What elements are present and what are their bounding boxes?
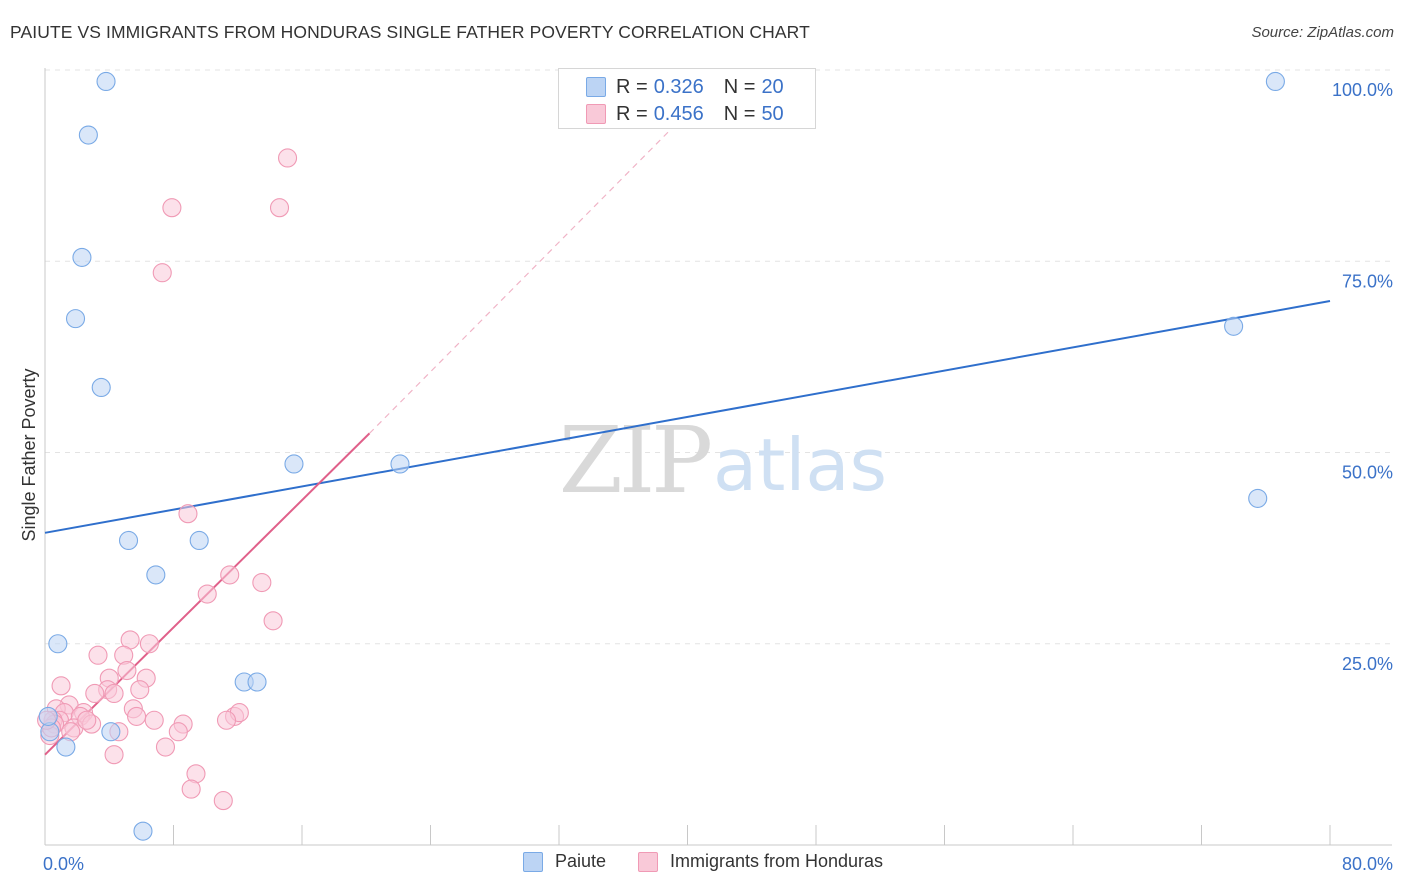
series-legend: Paiute Immigrants from Honduras (0, 851, 1406, 872)
point-honduras (88, 645, 108, 665)
point-paiute (78, 125, 98, 145)
x-tick-label: 0.0% (43, 854, 84, 874)
point-honduras (181, 779, 201, 799)
point-honduras (213, 791, 233, 811)
series-swatch-paiute (522, 851, 543, 872)
data-points (37, 71, 1285, 841)
point-paiute (56, 737, 76, 757)
point-honduras (252, 572, 272, 593)
point-honduras (220, 565, 240, 585)
point-honduras (130, 680, 150, 700)
legend-swatch-honduras (586, 104, 606, 124)
point-honduras (162, 198, 182, 218)
legend-r-value: 0.456 (653, 102, 704, 125)
point-honduras (127, 706, 147, 726)
point-paiute (118, 530, 139, 551)
legend-n-value: 50 (761, 102, 784, 125)
point-paiute (65, 309, 86, 329)
series-legend-honduras[interactable]: Immigrants from Honduras (637, 851, 884, 872)
watermark: ZIP atlas (559, 407, 887, 514)
point-paiute (390, 454, 410, 474)
y-tick-label: 75.0% (1342, 271, 1393, 291)
y-axis-label: Single Father Poverty (19, 368, 39, 541)
correlation-legend: R = 0.326 N = 20 R = 0.456 N = 50 (558, 68, 816, 129)
y-tick-labels: 25.0% 50.0% 75.0% 100.0% (1332, 80, 1393, 674)
point-honduras (117, 660, 137, 681)
point-honduras (263, 611, 283, 631)
point-paiute (96, 71, 116, 92)
point-honduras (269, 198, 290, 218)
chart-title: PAIUTE VS IMMIGRANTS FROM HONDURAS SINGL… (10, 22, 810, 42)
legend-row-honduras: R = 0.456 N = 50 (586, 101, 804, 127)
legend-n-value: 20 (761, 75, 784, 98)
point-paiute (1248, 488, 1268, 508)
point-paiute (72, 247, 92, 267)
point-honduras (197, 584, 217, 604)
point-paiute (133, 821, 153, 841)
watermark-zip: ZIP (559, 407, 710, 514)
point-honduras (277, 148, 298, 168)
gridlines (45, 69, 1392, 645)
point-honduras (77, 710, 97, 730)
point-paiute (101, 722, 121, 742)
point-honduras (51, 676, 71, 696)
legend-n-label: N = (723, 102, 756, 125)
trend-line-honduras-extension (369, 104, 696, 434)
y-tick-label: 50.0% (1342, 463, 1393, 483)
series-label-honduras: Immigrants from Honduras (669, 851, 884, 871)
source-label: Source: ZipAtlas.com (1251, 24, 1394, 41)
x-tick-label: 80.0% (1342, 854, 1393, 874)
point-honduras (104, 683, 124, 704)
point-paiute (1265, 71, 1285, 92)
point-honduras (168, 722, 188, 742)
point-paiute (91, 377, 111, 398)
point-honduras (85, 683, 105, 704)
point-honduras (155, 737, 176, 757)
point-paiute (146, 565, 166, 585)
x-tick-labels: 0.0% 80.0% (43, 854, 1393, 874)
point-honduras (144, 710, 164, 730)
y-tick-label: 100.0% (1332, 80, 1393, 100)
legend-r-value: 0.326 (653, 75, 704, 98)
point-honduras (104, 745, 124, 765)
trend-line-paiute (44, 300, 1331, 534)
point-honduras (152, 263, 172, 283)
legend-r-label: R = (616, 75, 648, 98)
point-paiute (189, 530, 209, 551)
series-label-paiute: Paiute (554, 851, 606, 871)
point-paiute (38, 706, 58, 726)
point-paiute (48, 634, 68, 654)
legend-n-label: N = (723, 75, 756, 98)
point-honduras (178, 504, 198, 524)
point-paiute (1224, 316, 1244, 336)
point-honduras (216, 710, 237, 730)
point-paiute (247, 672, 267, 692)
legend-swatch-paiute (586, 77, 606, 97)
point-honduras (139, 634, 159, 654)
series-swatch-honduras (637, 851, 658, 872)
series-legend-paiute[interactable]: Paiute (522, 851, 606, 872)
legend-row-paiute: R = 0.326 N = 20 (586, 74, 804, 100)
point-paiute (284, 454, 304, 474)
y-tick-label: 25.0% (1342, 654, 1393, 674)
legend-r-label: R = (616, 102, 648, 125)
axes (44, 68, 1392, 846)
watermark-atlas: atlas (713, 423, 887, 507)
